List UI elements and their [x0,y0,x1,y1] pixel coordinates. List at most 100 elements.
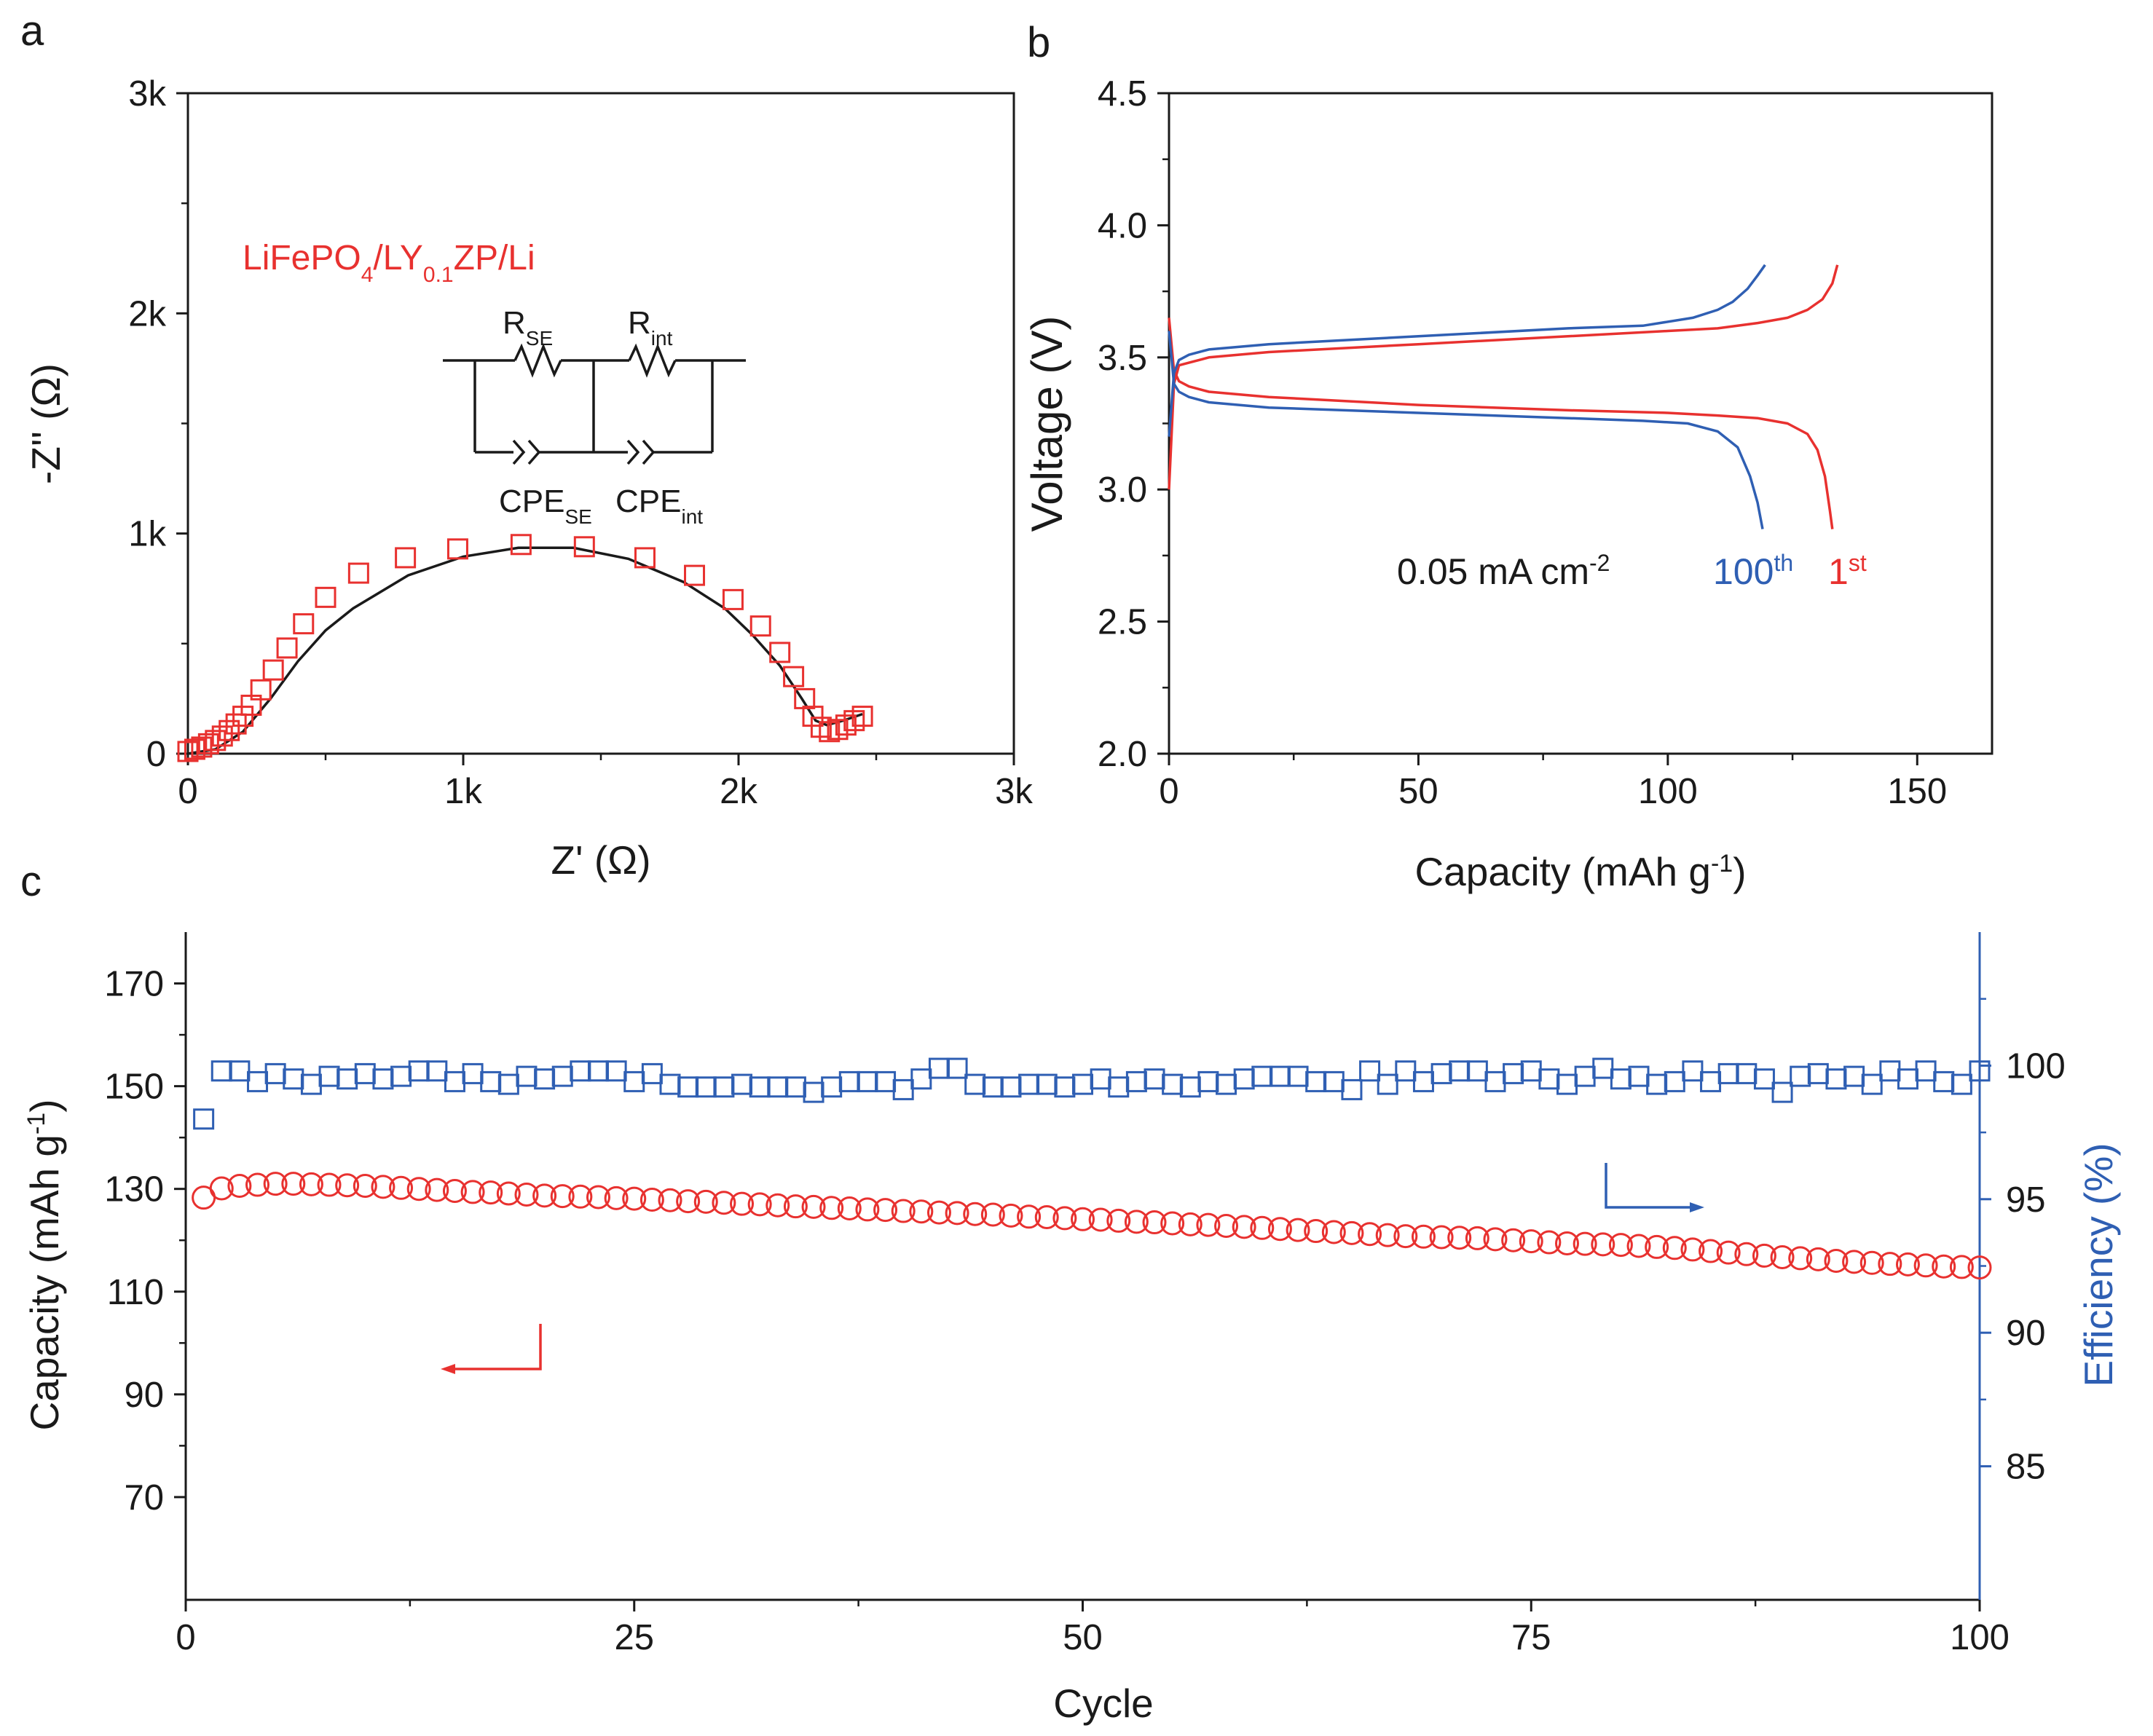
efficiency-point [1897,1068,1918,1090]
capacity-point [479,1180,503,1205]
voltage-curve-1st-charge [1168,264,1839,490]
impedance-point [197,733,219,754]
capacity-point [1214,1213,1239,1238]
efficiency-point [623,1070,645,1092]
capacity-point [1680,1237,1705,1262]
capacity-point [1142,1210,1167,1235]
efficiency-point [336,1068,358,1090]
capacity-point [1716,1240,1741,1265]
capacity-point [209,1176,234,1201]
efficiency-point [1036,1073,1058,1095]
capacity-point [980,1202,1005,1227]
capacity-point [1411,1224,1436,1249]
efficiency-point [372,1068,394,1090]
capacity-point [1519,1229,1543,1254]
capacity-point [1286,1218,1310,1242]
panel-b-ytick-label: 2.0 [1098,735,1147,774]
panel-b: 0 50 100 150 2.0 2.5 3.0 3.5 4.0 4.5 Capacity (mA… [1023,74,1993,894]
capacity-point [227,1173,252,1198]
capacity-point [1537,1230,1562,1255]
capacity-point [1662,1236,1687,1260]
capacity-point [1429,1225,1454,1250]
capacity-point [1895,1252,1920,1277]
panel-b-y-axis-label: Voltage (V) [1023,316,1071,532]
capacity-point [837,1196,862,1220]
efficiency-point [587,1060,609,1082]
capacity-point [1160,1211,1185,1236]
voltage-curve-1st-discharge [1168,317,1834,529]
panel-b-ytick-label: 3.0 [1098,470,1147,510]
capacity-axis-arrow-icon [441,1324,542,1374]
panel-a-ytick-label: 2k [128,294,166,334]
r-se-label: RSE [503,305,553,350]
voltage-curve-100th-charge [1168,264,1766,437]
capacity-point [1608,1233,1633,1258]
capacity-point [1788,1246,1813,1271]
panel-a-x-axis-label: Z' (Ω) [551,837,650,883]
efficiency-point [982,1076,1004,1098]
efficiency-point [1700,1070,1722,1092]
capacity-point [1339,1220,1364,1245]
efficiency-point [605,1060,627,1082]
panel-b-ytick-label: 4.5 [1098,74,1147,114]
panel-c-right-ytick-label: 95 [2006,1180,2046,1220]
panel-a-fit-group [187,546,863,755]
panel-c-points [192,1057,1992,1280]
panel-c: 0 25 50 75 100 70 90 110 130 150 170 85 90 95 100 Cycl… [22,932,2121,1726]
efficiency-point [1736,1062,1758,1084]
capacity-point [1555,1231,1580,1255]
panel-c-right-ytick-label: 85 [2006,1448,2046,1487]
efficiency-point [821,1076,843,1098]
impedance-point [347,562,369,584]
efficiency-point [1305,1070,1327,1092]
capacity-point [1071,1207,1095,1231]
efficiency-point [1233,1068,1255,1090]
capacity-point [1267,1217,1292,1242]
efficiency-point [1520,1060,1542,1082]
efficiency-point [1287,1065,1309,1087]
capacity-point [945,1201,969,1226]
impedance-point [232,706,254,727]
capacity-point [1232,1215,1256,1239]
efficiency-point [534,1068,556,1090]
impedance-point [634,547,656,569]
efficiency-point [1646,1073,1668,1095]
capacity-point [1017,1204,1042,1229]
capacity-point [263,1172,288,1196]
capacity-point [1501,1228,1526,1252]
capacity-point [550,1184,575,1209]
efficiency-point [1144,1068,1165,1090]
efficiency-point [497,1073,519,1095]
capacity-point [963,1202,988,1226]
efficiency-point [749,1076,771,1098]
efficiency-point [462,1062,484,1084]
capacity-point [406,1177,431,1202]
cpe-int-label: CPEint [615,484,703,528]
efficiency-point [1216,1073,1237,1095]
efficiency-point [264,1062,286,1084]
efficiency-point [229,1060,251,1082]
capacity-point [622,1186,647,1211]
panel-b-frame [1168,92,1993,755]
capacity-point [1591,1232,1615,1257]
capacity-point [335,1173,360,1198]
efficiency-point [1412,1070,1434,1092]
impedance-point [395,547,417,569]
cycle-1-label: 1st [1828,550,1867,592]
efficiency-axis-arrow-icon [1605,1163,1704,1212]
current-density-label: 0.05 mA cm-2 [1397,550,1610,592]
efficiency-point [390,1065,412,1087]
capacity-point [909,1199,934,1224]
panel-c-xtick-label: 100 [1950,1618,2010,1657]
voltage-curve-100th-discharge [1168,331,1764,529]
efficiency-point [1179,1076,1201,1098]
panel-a: 0 1k 2k 3k 0 1k 2k 3k Z' (Ω) -Z'' (Ω) LiFePO4/L… [23,74,1033,883]
capacity-point [855,1197,880,1222]
efficiency-point [695,1076,717,1098]
impedance-point [510,534,532,556]
impedance-point [843,710,865,732]
capacity-point [1304,1219,1329,1244]
panel-c-xtick-label: 75 [1511,1618,1551,1657]
efficiency-point [480,1070,502,1092]
impedance-point [315,586,336,608]
